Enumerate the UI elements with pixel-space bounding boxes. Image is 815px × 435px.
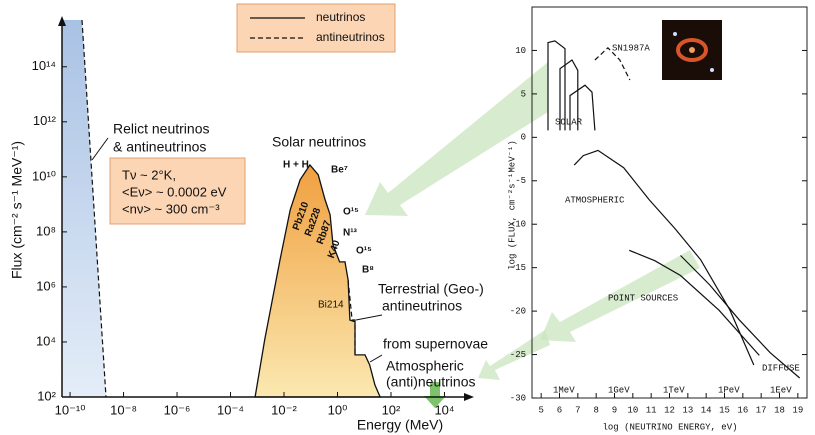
info-text: Tν ~ 2°K, (122, 167, 176, 182)
x-tick-label: 10⁴ (434, 402, 454, 417)
y-tick-label: -25 (510, 350, 526, 360)
x-axis-title: log (NEUTRINO ENERGY, eV) (602, 422, 737, 432)
sn-star (673, 32, 677, 36)
leader (370, 355, 382, 362)
annotation: 1PeV (718, 385, 740, 395)
x-axis-title: Energy (MeV) (357, 417, 443, 433)
annotation: B⁸ (362, 265, 374, 276)
annotation: 1EeV (770, 385, 792, 395)
x-tick-label: 10 (627, 405, 638, 415)
annotation: Terrestrial (Geo-) (378, 281, 484, 297)
x-tick-label: 19 (792, 405, 803, 415)
annotation: SN1987A (612, 43, 650, 53)
x-tick-label: 10⁻² (271, 402, 297, 417)
y-tick-label: 10² (37, 388, 56, 403)
sn-star (710, 68, 714, 72)
annotation: Atmospheric (386, 358, 464, 374)
x-tick-label: 11 (646, 405, 657, 415)
y-tick-label: 10¹⁰ (32, 168, 56, 183)
x-tick-label: 5 (538, 405, 543, 415)
x-tick-label: 10⁰ (328, 402, 348, 417)
y-axis-title: log (FLUX, cm⁻²s⁻¹MeV⁻¹) (507, 140, 517, 270)
series-line (681, 256, 800, 379)
y-tick-label: 10⁶ (36, 278, 56, 293)
x-tick-label: 12 (664, 405, 675, 415)
y-tick-label: -30 (510, 393, 526, 403)
legend-label: neutrinos (316, 10, 365, 24)
x-tick-label: 14 (701, 405, 712, 415)
annotation: antineutrinos (382, 298, 462, 314)
annotation: ATMOSPHERIC (565, 195, 625, 205)
annotation: from supernovae (383, 336, 488, 352)
x-tick-label: 13 (682, 405, 693, 415)
y-tick-label: 10¹² (33, 113, 57, 128)
annotation: SOLAR (555, 117, 583, 127)
leader (92, 138, 108, 160)
x-tick-label: 10⁻¹⁰ (55, 402, 86, 417)
figure: 10⁻¹⁰ 10⁻⁸ 10⁻⁶ 10⁻⁴ 10⁻² 10⁰ 10² 10⁴ 10² 10⁴ 10⁶ 1… (0, 0, 815, 435)
annotation: DIFFUSE (762, 363, 800, 373)
annotation: O¹⁵ (356, 246, 372, 257)
annotation: O¹⁵ (343, 207, 359, 218)
sn-core (689, 47, 695, 53)
annotation: Solar neutrinos (272, 134, 366, 150)
y-tick-label: 10⁴ (36, 333, 56, 348)
x-tick-label: 10⁻⁶ (164, 402, 191, 417)
annotation: Be⁷ (331, 165, 348, 176)
info-text: <Eν> ~ 0.0002 eV (122, 184, 227, 199)
y-tick-label: 5 (521, 89, 526, 99)
annotation: 1MeV (553, 385, 575, 395)
annotation: Bi214 (318, 300, 344, 311)
info-text: <nν> ~ 300 cm⁻³ (122, 201, 220, 216)
annotation: N¹³ (343, 228, 358, 239)
annotation: (anti)neutrinos (386, 374, 476, 390)
x-tick-label: 10⁻⁴ (217, 402, 244, 417)
series-line (574, 150, 754, 365)
y-axis-title: Flux (cm⁻² s⁻¹ MeV⁻¹) (9, 141, 25, 279)
leader (356, 315, 382, 320)
annotation: & antineutrinos (113, 139, 206, 155)
area (62, 20, 106, 397)
y-tick-label: -20 (510, 306, 526, 316)
y-tick-label: 10⁸ (36, 223, 56, 238)
axis-arrow (464, 393, 474, 401)
annotation: 1TeV (663, 385, 685, 395)
x-tick-label: 10² (382, 402, 401, 417)
x-tick-label: 6 (557, 405, 562, 415)
annotation: H + H (283, 160, 309, 171)
x-tick-label: 8 (593, 405, 598, 415)
area (255, 165, 380, 397)
x-tick-label: 18 (774, 405, 785, 415)
y-tick-label: 0 (521, 133, 526, 143)
annotation: 1GeV (608, 385, 630, 395)
annotation: POINT SOURCES (608, 293, 678, 303)
y-tick-label: 10¹⁴ (32, 58, 56, 73)
x-tick-label: 16 (737, 405, 748, 415)
y-tick-label: 10 (515, 46, 526, 56)
x-tick-label: 15 (719, 405, 730, 415)
x-tick-label: 17 (756, 405, 767, 415)
x-tick-label: 7 (575, 405, 580, 415)
left-chart: 10⁻¹⁰ 10⁻⁸ 10⁻⁶ 10⁻⁴ 10⁻² 10⁰ 10² 10⁴ 10² 10⁴ 10⁶ 1… (9, 10, 489, 433)
legend-label: antineutrinos (316, 30, 385, 44)
annotation: Relict neutrinos (113, 121, 210, 137)
x-tick-label: 9 (612, 405, 617, 415)
x-tick-label: 10⁻⁸ (110, 402, 137, 417)
